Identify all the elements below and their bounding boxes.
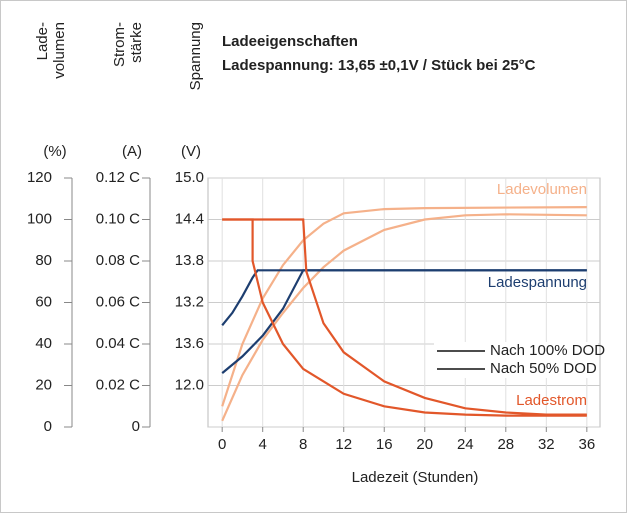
y-tick-label: 120 (27, 169, 52, 186)
y3-tick-label: 13.6 (175, 335, 204, 352)
curve (222, 218, 587, 416)
y-axis-label: volumen (51, 22, 68, 79)
y-axis-unit: (A) (122, 143, 142, 160)
y-tick-label: 0 (44, 418, 52, 435)
legend-label: Nach 50% DOD (490, 360, 597, 377)
y-axis-unit: (%) (43, 143, 66, 160)
x-tick-label: 36 (578, 436, 595, 453)
curve (221, 213, 587, 422)
x-tick-label: 28 (497, 436, 514, 453)
legend-bg (434, 342, 598, 360)
curve (221, 206, 587, 407)
legend-label: Nach 100% DOD (490, 342, 605, 359)
y-axis-unit: (V) (181, 143, 201, 160)
y-tick-label: 20 (35, 376, 52, 393)
y-tick-label: 60 (35, 293, 52, 310)
y3-tick-label: 12.0 (175, 376, 204, 393)
y3-tick-label: 15.0 (175, 169, 204, 186)
y-axis-label: stärke (128, 22, 145, 63)
y2-tick-label: 0.08 C (96, 252, 140, 269)
y-axis-label: Strom- (111, 22, 128, 67)
y-tick-label: 40 (35, 335, 52, 352)
curve (222, 218, 587, 417)
y2-tick-label: 0.12 C (96, 169, 140, 186)
y2-tick-label: 0.06 C (96, 293, 140, 310)
legend-bg (434, 360, 598, 378)
chart-subtitle: Ladespannung: 13,65 ±0,1V / Stück bei 25… (222, 57, 536, 74)
x-tick-label: 12 (335, 436, 352, 453)
x-tick-label: 24 (457, 436, 474, 453)
y2-tick-label: 0 (132, 418, 140, 435)
x-tick-label: 4 (259, 436, 267, 453)
curve-label: Ladevolumen (497, 181, 587, 198)
y-tick-label: 80 (35, 252, 52, 269)
x-tick-label: 20 (416, 436, 433, 453)
y-axis-label: Spannung (187, 22, 204, 90)
x-axis-label: Ladezeit (Stunden) (352, 469, 479, 486)
y2-tick-label: 0.04 C (96, 335, 140, 352)
y3-tick-label: 14.4 (175, 210, 204, 227)
x-tick-label: 0 (218, 436, 226, 453)
y3-tick-label: 13.8 (175, 252, 204, 269)
y2-tick-label: 0.02 C (96, 376, 140, 393)
curve-label: Ladespannung (488, 274, 587, 291)
y-tick-label: 100 (27, 210, 52, 227)
curve-label: Ladestrom (516, 392, 587, 409)
y3-tick-label: 13.2 (175, 293, 204, 310)
y2-tick-label: 0.10 C (96, 210, 140, 227)
x-tick-label: 32 (538, 436, 555, 453)
y-axis-label: Lade- (34, 22, 51, 60)
chart-title: Ladeeigenschaften (222, 33, 358, 50)
x-tick-label: 8 (299, 436, 307, 453)
curve (221, 269, 587, 326)
x-tick-label: 16 (376, 436, 393, 453)
